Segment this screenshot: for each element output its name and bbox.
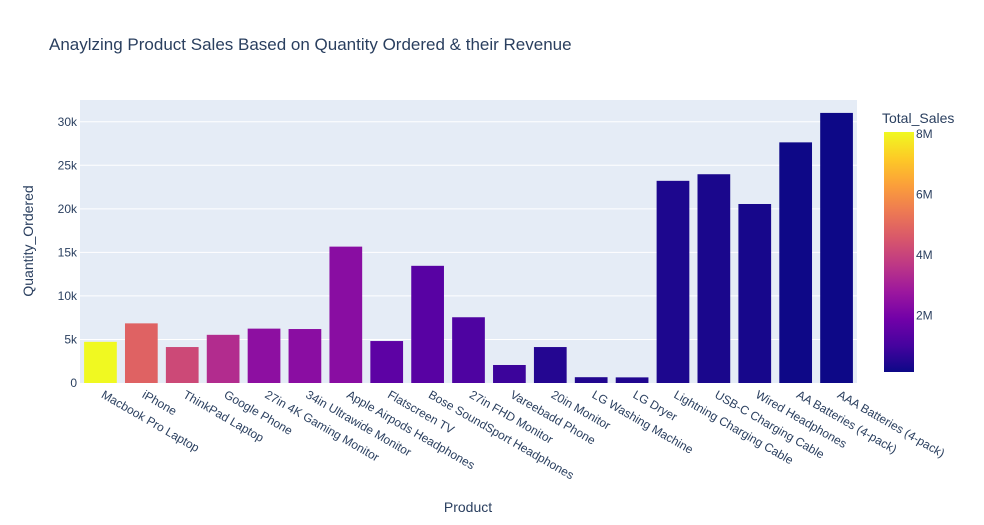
colorbar-tick-label: 2M: [916, 308, 933, 322]
bar: [697, 174, 731, 383]
bar: [206, 334, 240, 383]
bar: [247, 328, 281, 383]
bar: [329, 246, 363, 383]
bar: [574, 377, 608, 383]
bar: [533, 347, 567, 383]
colorbar-title: Total_Sales: [882, 110, 954, 126]
y-tick-label: 0: [70, 376, 77, 390]
x-axis-title: Product: [444, 499, 492, 515]
colorbar: Total_Sales 2M 4M 6M 8M: [882, 110, 954, 372]
bar: [738, 203, 772, 383]
bar: [165, 347, 199, 383]
y-axis-ticks: 0 5k 10k 15k 20k 25k 30k: [58, 115, 78, 390]
bar: [820, 112, 853, 383]
y-tick-label: 20k: [58, 202, 78, 216]
colorbar-tick-label: 6M: [916, 188, 933, 202]
bar: [779, 142, 813, 383]
bars: [84, 112, 853, 383]
y-tick-label: 25k: [58, 158, 78, 172]
y-axis-title: Quantity_Ordered: [20, 185, 36, 296]
colorbar-tick-label: 8M: [916, 127, 933, 141]
bar: [656, 180, 690, 383]
bar: [124, 323, 158, 383]
bar: [411, 265, 444, 383]
y-tick-label: 30k: [58, 115, 78, 129]
colorbar-tick-label: 4M: [916, 248, 933, 262]
y-tick-label: 5k: [64, 332, 78, 346]
bar: [615, 377, 649, 383]
chart-title: Anaylzing Product Sales Based on Quantit…: [49, 35, 572, 54]
bar: [370, 341, 404, 383]
colorbar-gradient: [884, 132, 914, 372]
bar: [84, 341, 117, 383]
bar: [452, 317, 485, 383]
y-tick-label: 10k: [58, 289, 78, 303]
y-tick-label: 15k: [58, 245, 78, 259]
bar: [493, 364, 526, 383]
colorbar-ticks: 2M 4M 6M 8M: [916, 127, 933, 322]
bar: [288, 329, 322, 383]
